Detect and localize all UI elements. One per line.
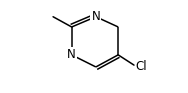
Text: N: N [67,48,76,61]
Text: Cl: Cl [135,60,146,73]
Text: N: N [92,10,100,23]
